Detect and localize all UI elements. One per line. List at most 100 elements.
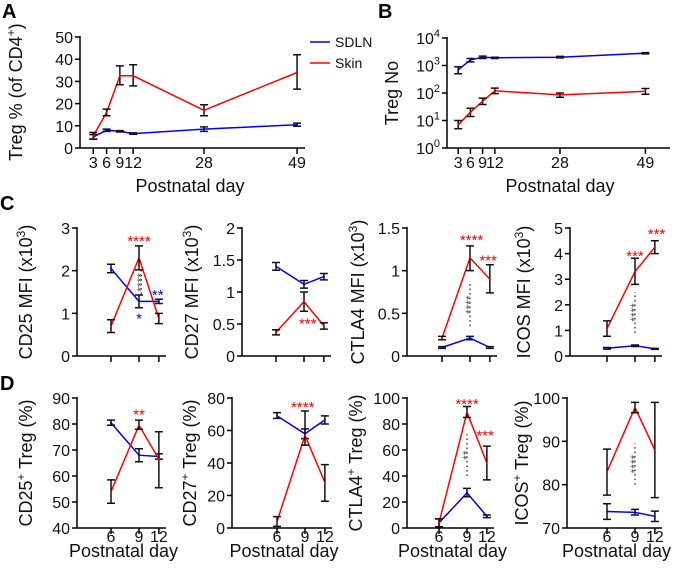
y-tick-label: 4 [554,247,563,264]
x-tick-label: 28 [195,155,213,172]
data-point [110,421,112,424]
data-point [302,300,305,303]
data-point [441,346,443,349]
data-point [465,411,468,414]
y-axis-title: CTLA4+ Treg (%) [344,394,366,531]
y-axis-title-part: Treg (%) [512,400,532,474]
y-tick-label: 1.5 [213,253,235,270]
y-tick-label: 100 [533,391,560,408]
y-axis-title: ICOS MFI (x103) [512,226,534,359]
data-point [488,278,491,281]
data-point [469,111,472,114]
skin-line [276,433,326,522]
y-axis-title-part: + [4,29,18,36]
significance-label: *** [299,316,317,333]
y-tick-label: 2 [61,264,70,281]
data-point [137,256,140,259]
legend-skin-label: Skin [335,55,362,71]
data-point [644,90,647,93]
y-tick-label: 0.5 [378,306,400,323]
y-tick-label: 40 [382,469,400,486]
series-skin [272,291,328,336]
data-point [485,462,488,464]
y-axis-title: CD27+ Treg (%) [178,399,200,526]
sdln-line [276,415,326,435]
y-tick-label: 80 [52,417,70,434]
data-point [132,74,135,77]
x-tick-label: 6 [102,155,111,172]
y-tick-label: 40 [52,521,70,538]
series-sdln [273,411,329,440]
y-tick-label: 5 [554,221,563,238]
sdln-line [275,265,325,286]
y-axis-title-part: Treg (%) [180,399,200,473]
data-point [468,256,471,259]
data-point [493,56,496,59]
data-point [633,406,636,409]
x-tick-label: 12 [478,529,496,546]
sdln-line [441,337,491,349]
series-skin [435,405,491,528]
data-point [110,490,112,493]
y-tick-label: 1 [391,264,400,281]
series-sdln [107,419,163,463]
series-sdln [107,263,163,309]
sdln-line [606,510,656,518]
y-tick-label: 80 [382,417,400,434]
y-axis-title-part: CD25 [16,481,36,527]
significance-label: *** [626,248,644,265]
y-tick-label: 100 [416,138,440,158]
significance-label: *** [476,427,494,444]
data-point [303,434,306,437]
y-axis-title: Treg No [382,61,402,125]
x-tick-label: 9 [463,529,472,546]
data-point [493,89,496,92]
data-point [633,344,636,347]
data-point [653,246,656,249]
series-sdln [454,51,650,75]
data-point [92,134,95,137]
data-point [606,470,608,473]
panel-label-a: A [2,1,16,23]
data-point [132,132,135,135]
y-tick-label: 50 [52,495,70,512]
y-axis-title: CD27 MFI (x103) [180,225,202,360]
significance-label: ** [133,407,145,424]
y-axis-title: ICOS+ Treg (%) [510,400,532,525]
x-tick-label: 3 [454,155,463,172]
y-tick-label: 0 [64,141,73,158]
data-point [323,418,326,421]
y-tick-label: 102 [416,83,440,103]
x-tick-label: 12 [646,529,664,546]
skin-line [457,90,646,126]
data-point [118,130,121,133]
x-tick-label: 9 [115,155,124,172]
y-tick-label: 1 [226,285,235,302]
y-axis-title-part: CD27 [180,481,200,527]
data-point [469,58,472,61]
x-axis-title: Postnatal day [398,541,507,561]
sdln-line [606,345,656,350]
skin-line [110,423,160,492]
y-axis-title: CD25+ Treg (%) [14,399,36,526]
y-tick-label: 0 [61,349,70,366]
significance-label: **** [291,399,315,416]
y-tick-label: 20 [382,495,400,512]
y-axis-title-part: Treg % (of CD4 [6,36,26,160]
data-point [322,324,325,327]
significance-label: *** [479,253,497,270]
x-axis-title: Postnatal day [562,541,671,561]
panel-c2: 0 0.5 1 1.5 2 CD27 MFI (x103) *** [180,221,331,366]
y-tick-label: 90 [52,391,70,408]
panel-a: 0 10 20 30 40 50 3 6 9 12 28 49 Postnatal day Treg % … [4,23,306,196]
series-sdln [603,502,659,523]
series-sdln [438,335,494,350]
data-point [558,56,561,59]
data-point [302,283,305,286]
y-axis-title-part: + [344,468,358,475]
